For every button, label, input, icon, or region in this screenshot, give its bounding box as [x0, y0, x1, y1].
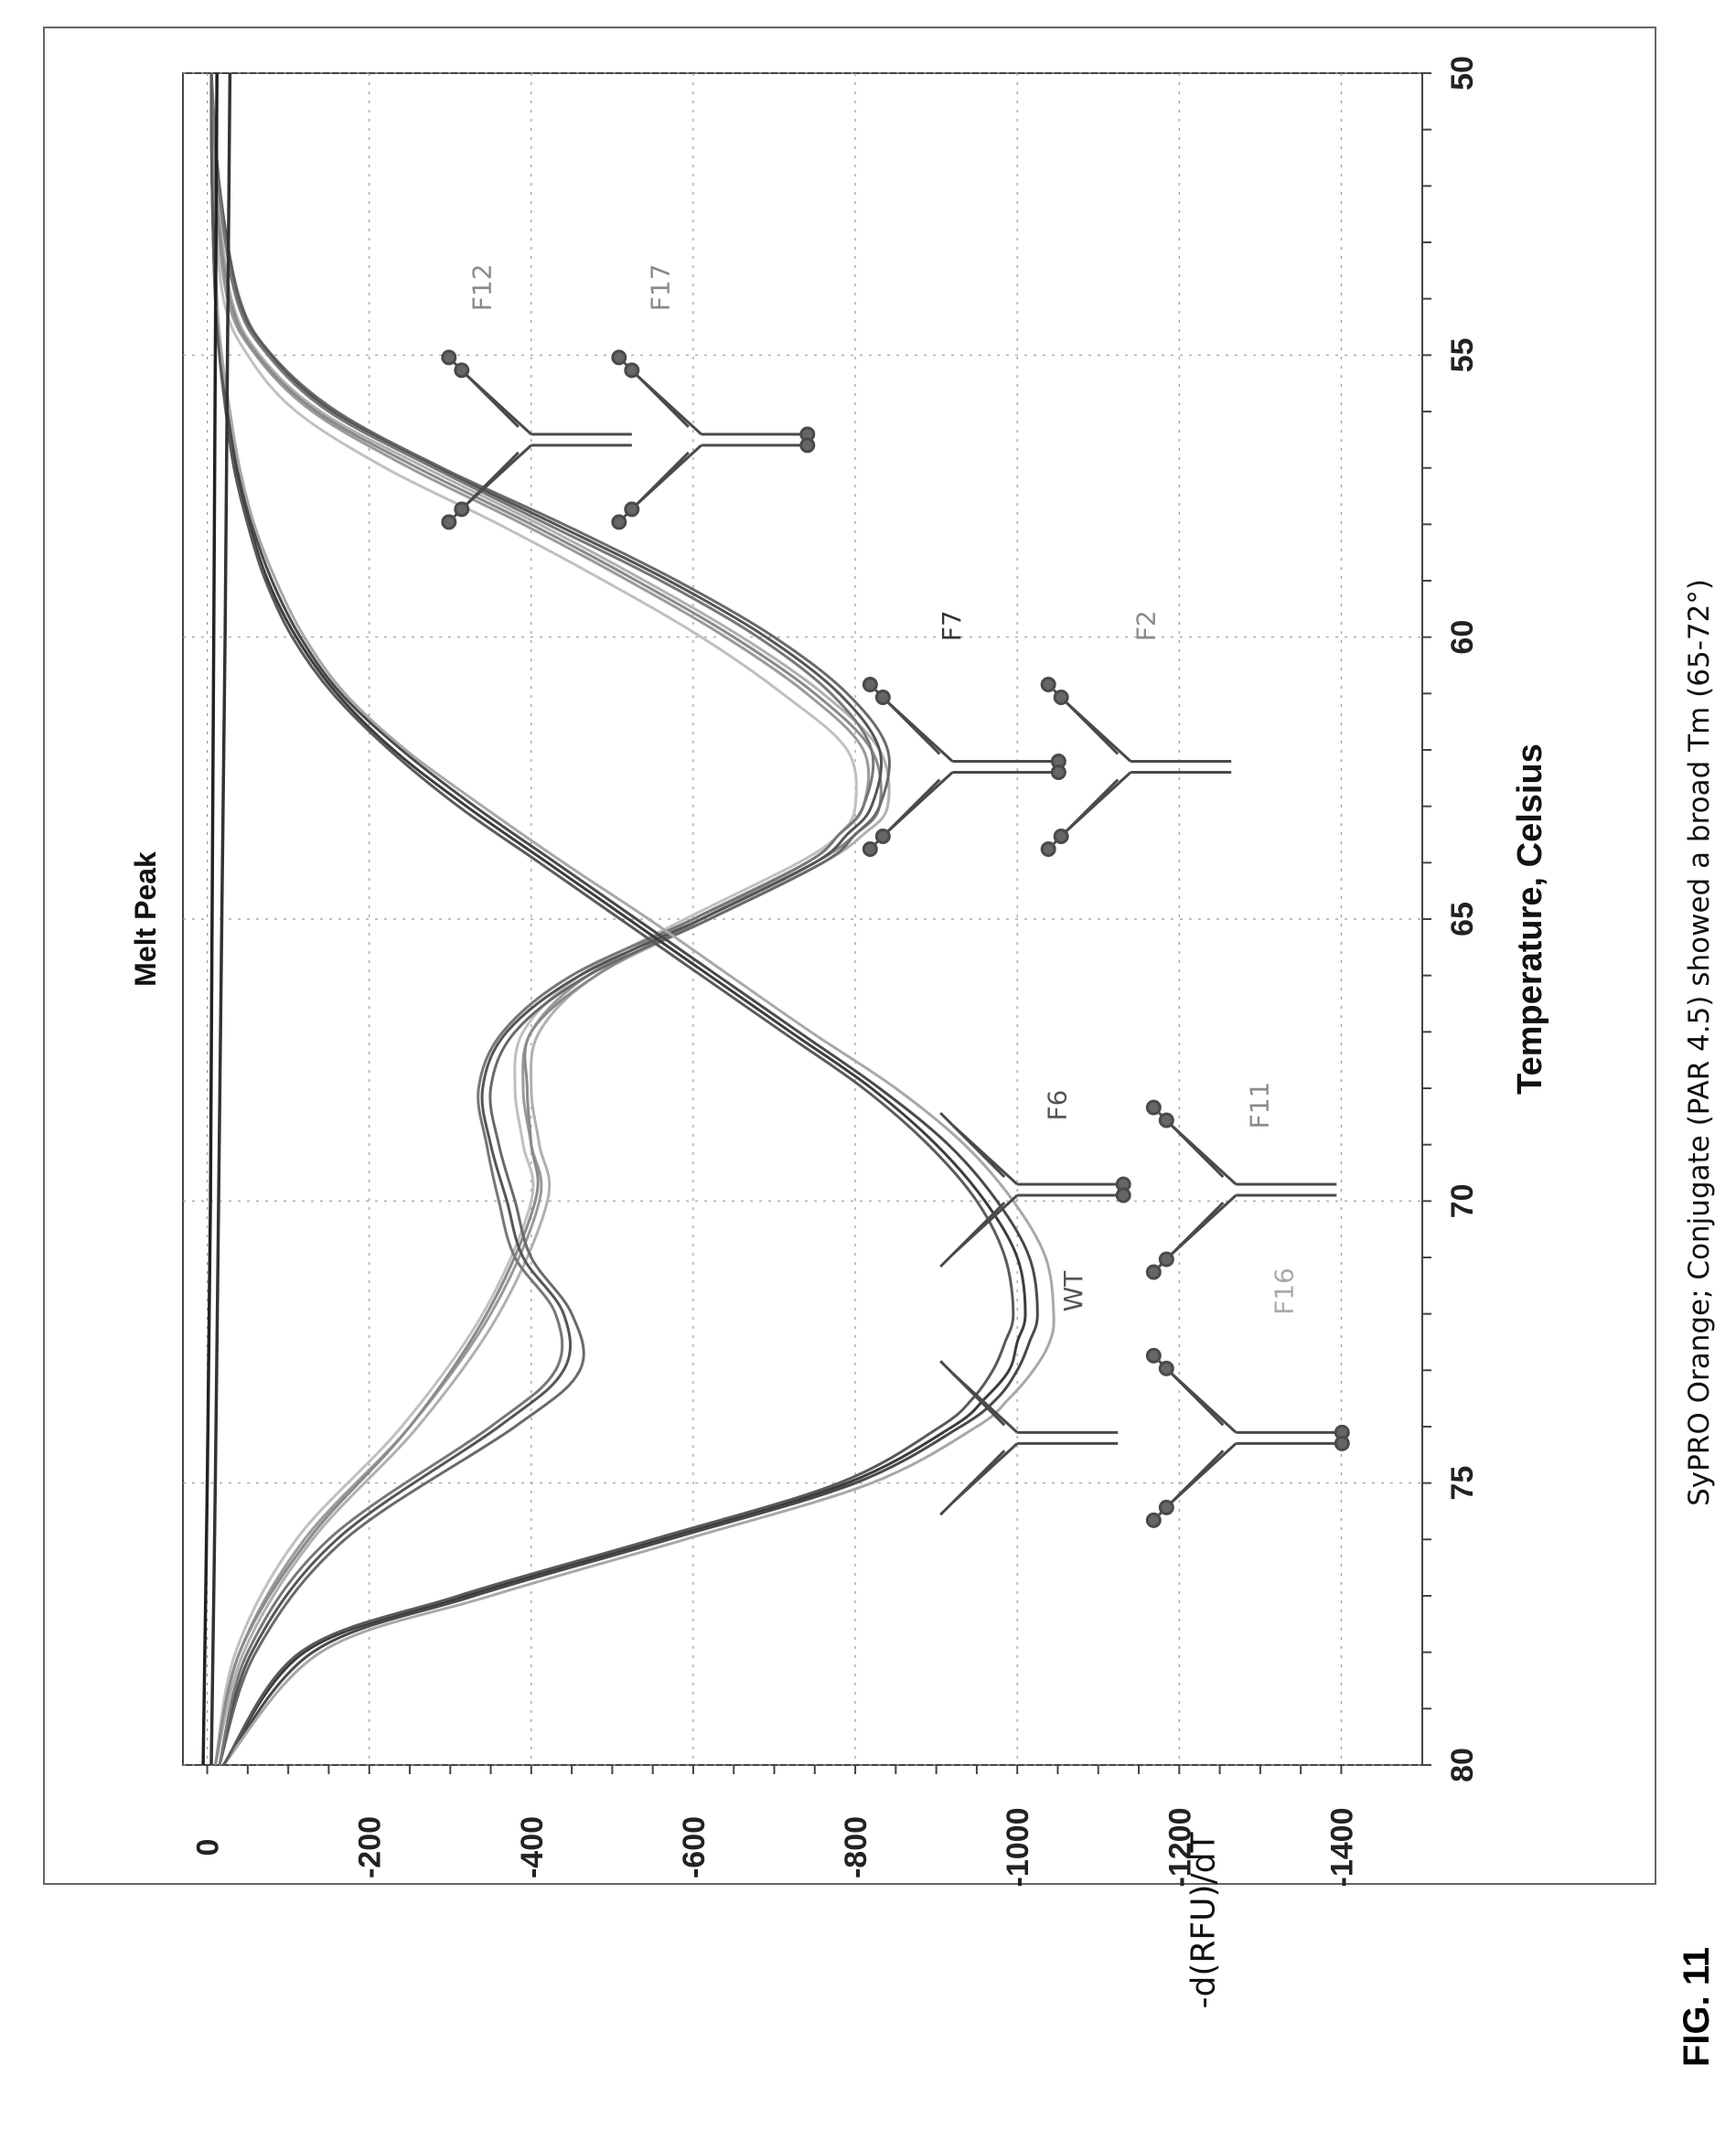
- tick-label-temperature: 75: [1445, 1466, 1480, 1501]
- annotation-label-f2: F2: [1131, 610, 1162, 641]
- antibody-icon-f11: [1145, 1099, 1337, 1280]
- series-line-baseline-12: [209, 73, 232, 1765]
- figure-caption: SyPRO Orange; Conjugate (PAR 4.5) showed…: [1683, 579, 1716, 1506]
- antibody-icon-f17: [611, 349, 816, 530]
- plot-area: [182, 72, 1423, 1766]
- figure-frame: [43, 27, 1656, 1885]
- antibody-icon-f7: [862, 677, 1066, 857]
- antibody-icon-f6: [939, 1111, 1131, 1268]
- annotation-label-f17: F17: [645, 263, 675, 311]
- annotation-label-wt: WT: [1058, 1270, 1088, 1312]
- tick-label-response: -400: [515, 1816, 550, 1878]
- annotation-label-f7: F7: [937, 610, 967, 641]
- series-line-mid-dar-4: [209, 73, 891, 1765]
- annotation-label-f6: F6: [1042, 1090, 1072, 1121]
- tick-label-response: -1200: [1163, 1808, 1197, 1888]
- series-line-wt-7: [209, 73, 1027, 1765]
- tick-label-temperature: 65: [1445, 902, 1480, 936]
- antibody-icon-f16: [1145, 1347, 1350, 1528]
- tick-label-response: 0: [191, 1839, 226, 1856]
- annotation-label-f11: F11: [1245, 1082, 1275, 1129]
- series-line-high-dar-1: [209, 73, 891, 1765]
- chart-title: Melt Peak: [129, 851, 162, 987]
- tick-label-temperature: 50: [1445, 56, 1480, 91]
- y-axis-label: -d(RFU)/dT: [1185, 1832, 1223, 2009]
- tick-label-temperature: 80: [1445, 1748, 1480, 1782]
- series-line-mid-dar-5: [209, 73, 884, 1765]
- antibody-icon-wt: [939, 1360, 1119, 1516]
- figure-label: FIG. 11: [1677, 1947, 1717, 2067]
- annotation-label-f12: F12: [467, 263, 498, 311]
- series-line-wt-8: [209, 73, 1039, 1765]
- tick-label-response: -800: [839, 1816, 873, 1878]
- annotation-label-f16: F16: [1269, 1268, 1299, 1315]
- x-axis-label: Temperature, Celsius: [1511, 744, 1549, 1095]
- tick-label-response: -1400: [1324, 1808, 1359, 1888]
- tick-label-response: -1000: [1001, 1808, 1035, 1888]
- tick-label-response: -600: [677, 1816, 712, 1878]
- tick-label-response: -200: [353, 1816, 388, 1878]
- antibody-icon-f2: [1040, 677, 1232, 857]
- series-line-baseline-11: [201, 73, 219, 1765]
- series-group: [201, 73, 1056, 1765]
- tick-label-temperature: 70: [1445, 1183, 1480, 1218]
- series-line-wt-9: [209, 73, 1056, 1765]
- tick-label-temperature: 60: [1445, 620, 1480, 655]
- tick-label-temperature: 55: [1445, 337, 1480, 372]
- series-line-wt-10: [209, 73, 1015, 1765]
- series-line-mid-dar-6: [209, 73, 875, 1765]
- antibody-icon-f12: [441, 349, 632, 530]
